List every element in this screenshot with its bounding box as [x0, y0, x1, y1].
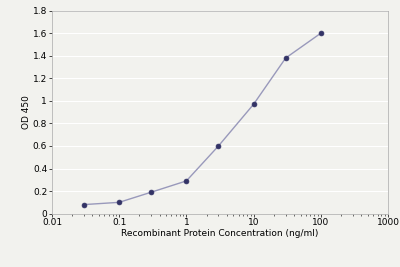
X-axis label: Recombinant Protein Concentration (ng/ml): Recombinant Protein Concentration (ng/ml… [121, 229, 319, 238]
Y-axis label: OD 450: OD 450 [22, 95, 31, 129]
